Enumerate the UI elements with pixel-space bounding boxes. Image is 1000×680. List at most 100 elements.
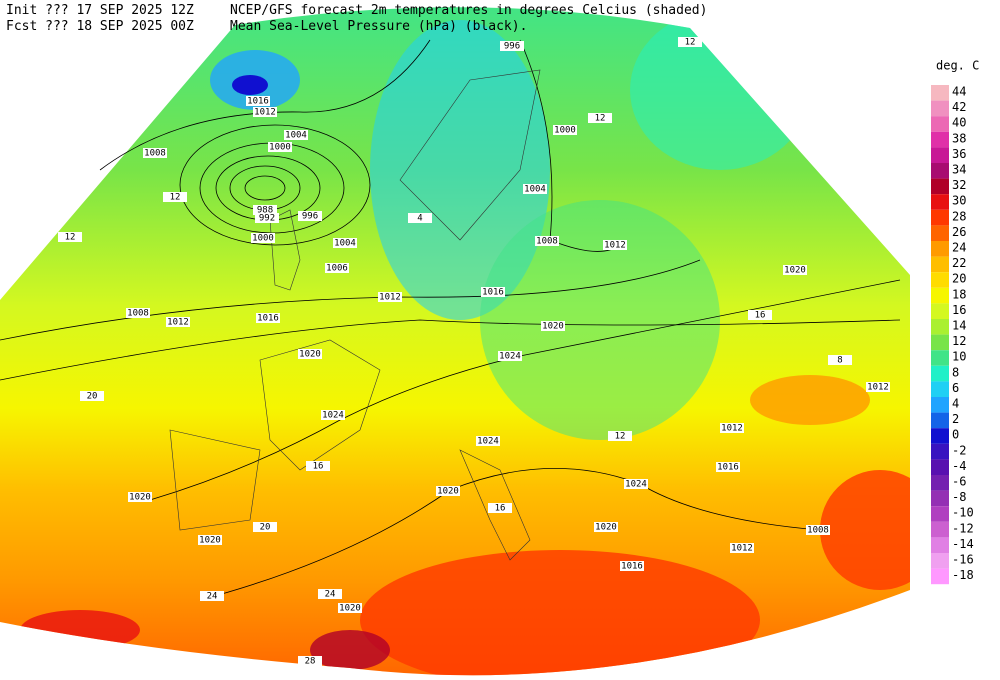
map-label: 1020 [595, 523, 617, 533]
legend-swatch [931, 194, 949, 210]
label-box [246, 96, 270, 106]
label-box [378, 292, 402, 302]
legend-swatch [931, 163, 949, 179]
legend-swatch [931, 85, 949, 101]
legend-label: 24 [952, 241, 966, 255]
legend-swatch [931, 381, 949, 397]
label-box [251, 233, 275, 243]
legend-swatch [931, 272, 949, 288]
map-label: 12 [65, 233, 76, 243]
legend-label: 32 [952, 178, 966, 192]
legend-swatch [931, 116, 949, 132]
legend-label: 22 [952, 256, 966, 270]
label-box [408, 213, 432, 223]
legend-swatch [931, 209, 949, 226]
legend-label: 6 [952, 381, 959, 395]
label-box [306, 461, 330, 471]
map-label: 1012 [721, 424, 743, 434]
legend-swatch [931, 412, 949, 429]
map-label: 1004 [285, 131, 307, 141]
label-box [783, 265, 807, 275]
label-box [318, 589, 342, 599]
legend-swatch [931, 506, 949, 522]
legend-label: -12 [952, 521, 974, 535]
label-box [498, 351, 522, 361]
label-box [128, 492, 152, 502]
map-label: 996 [302, 212, 318, 222]
label-box [535, 236, 559, 246]
legend-label: 28 [952, 209, 966, 223]
label-box [126, 308, 150, 318]
map-label: 1020 [437, 487, 459, 497]
label-box [748, 310, 772, 320]
label-box [620, 561, 644, 571]
legend-swatch [931, 319, 949, 335]
map-label: 1016 [247, 97, 269, 107]
map-label: 1004 [334, 239, 356, 249]
legend-swatch [931, 537, 949, 553]
label-box [200, 591, 224, 601]
legend-swatch [931, 287, 949, 304]
label-box [541, 321, 565, 331]
map-label: 12 [170, 193, 181, 203]
map-label: 1012 [379, 293, 401, 303]
map-label: 12 [615, 432, 626, 442]
legend-label: 20 [952, 272, 966, 286]
map-label: 8 [837, 356, 842, 366]
legend-label: -14 [952, 537, 974, 551]
map-label: 20 [260, 523, 271, 533]
label-box [806, 525, 830, 535]
label-box [523, 184, 547, 194]
legend-swatch [931, 568, 949, 585]
label-box [624, 479, 648, 489]
label-box [436, 486, 460, 496]
map-subtitle: Mean Sea-Level Pressure (hPa) (black). [230, 19, 527, 34]
label-box [730, 543, 754, 553]
map-label: 12 [685, 38, 696, 48]
map-label: 20 [87, 392, 98, 402]
label-box [143, 148, 167, 158]
legend-label: 30 [952, 194, 966, 208]
label-box [253, 107, 277, 117]
label-box [488, 503, 512, 513]
map-label: 1008 [807, 526, 829, 536]
map-label: 1012 [731, 544, 753, 554]
label-box [338, 603, 362, 613]
map-label: 1012 [167, 318, 189, 328]
legend-label: 8 [952, 365, 959, 379]
map-title: NCEP/GFS forecast 2m temperatures in deg… [230, 3, 707, 18]
label-box [255, 213, 279, 223]
map-label: 16 [313, 462, 324, 472]
label-box [828, 355, 852, 365]
map-label: 1012 [867, 383, 889, 393]
map-label: 28 [305, 657, 316, 667]
label-box [720, 423, 744, 433]
legend-swatch [931, 397, 949, 413]
legend-swatch [931, 225, 949, 241]
label-box [268, 142, 292, 152]
label-box [58, 232, 82, 242]
legend-label: 42 [952, 100, 966, 114]
map-label: 1016 [717, 463, 739, 473]
label-box [253, 522, 277, 532]
legend-label: 40 [952, 116, 966, 130]
legend-label: -16 [952, 553, 974, 567]
label-box [198, 535, 222, 545]
legend-swatch [931, 100, 949, 117]
legend-label: -4 [952, 459, 966, 473]
label-box [298, 349, 322, 359]
legend-label: 4 [952, 397, 959, 411]
legend-label: 38 [952, 131, 966, 145]
init-time: Init ??? 17 SEP 2025 12Z [6, 3, 194, 18]
legend-label: 36 [952, 147, 966, 161]
label-box [253, 205, 277, 215]
legend-label: -18 [952, 568, 974, 582]
label-box [333, 238, 357, 248]
label-box [603, 240, 627, 250]
legend-swatch [931, 147, 949, 163]
map-label: 1020 [784, 266, 806, 276]
map-label: 1024 [625, 480, 647, 490]
map-label: 1016 [482, 288, 504, 298]
label-box [481, 287, 505, 297]
legend-label: 26 [952, 225, 966, 239]
